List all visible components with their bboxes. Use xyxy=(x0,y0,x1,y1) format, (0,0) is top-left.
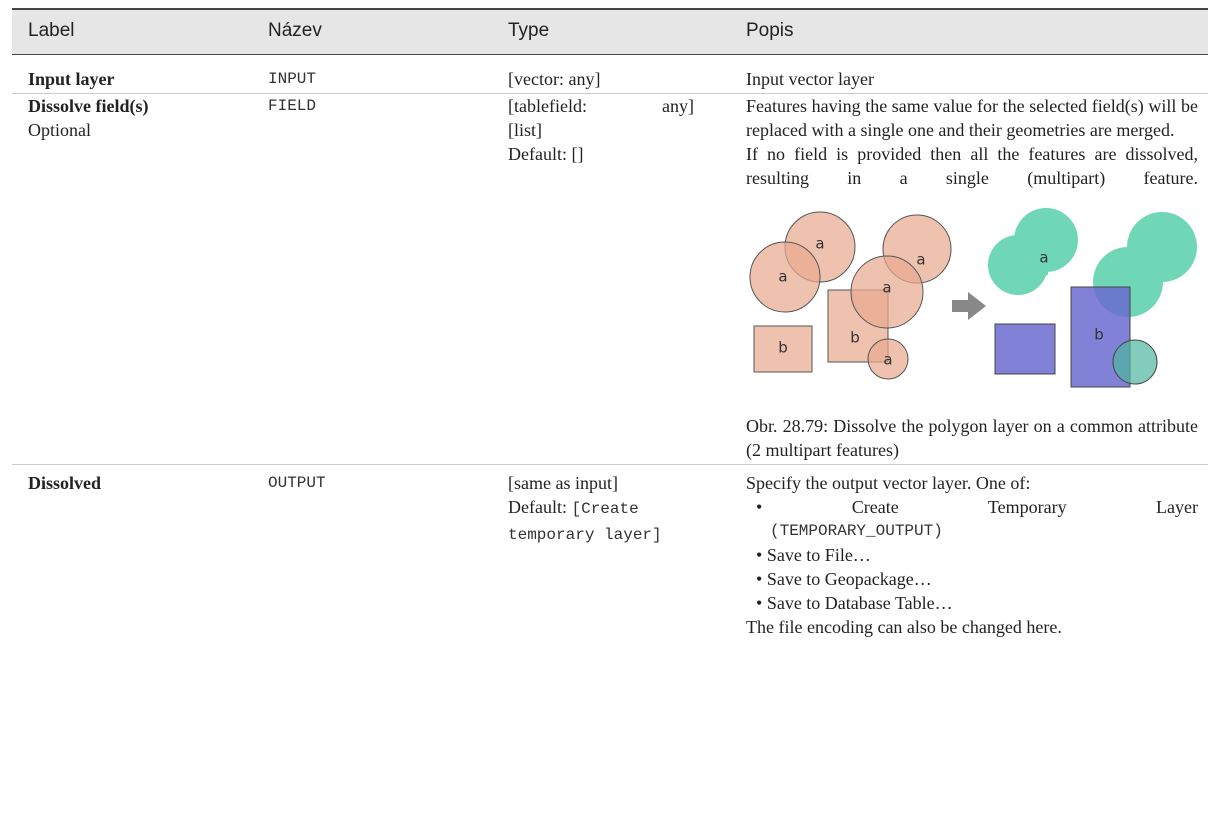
row: Dissolved OUTPUT [same as input] Default… xyxy=(12,465,1208,642)
figure-label: a xyxy=(1039,249,1048,267)
figure-label: a xyxy=(815,235,824,253)
type: [same as input] Default: [Create tempora… xyxy=(492,465,730,642)
header-cell: Popis xyxy=(730,8,1208,55)
label: Dissolve field(s) xyxy=(28,96,149,116)
option-code: (TEMPORARY_OUTPUT) xyxy=(770,522,943,540)
type-line: Default: [] xyxy=(508,144,584,164)
type-line: [list] xyxy=(508,120,542,140)
option: Save to Geopackage… xyxy=(767,567,1198,591)
default-value: [Create temporary layer] xyxy=(508,500,662,544)
type-line: [vector: any] xyxy=(508,69,601,89)
optional: Optional xyxy=(28,120,91,140)
description: Input vector layer xyxy=(730,55,1208,94)
figure-label: b xyxy=(778,339,788,357)
figure-label: a xyxy=(883,351,892,369)
name: INPUT xyxy=(268,70,317,88)
label: Dissolved xyxy=(28,473,102,493)
option: Save to File… xyxy=(767,543,1198,567)
row: Input layer INPUT [vector: any] Input ve… xyxy=(12,55,1208,94)
type-line: [tablefield: any] xyxy=(508,96,694,116)
figure-caption: Obr. 28.79: Dissolve the polygon layer o… xyxy=(746,416,1198,460)
name: FIELD xyxy=(268,97,317,115)
parameter-table: Label Název Type Popis Input layer INPUT… xyxy=(12,8,1208,641)
text: Input vector layer xyxy=(746,69,874,89)
figure-label: a xyxy=(882,279,891,297)
header-cell: Název xyxy=(252,8,492,55)
description: Specify the output vector layer. One of:… xyxy=(730,465,1208,642)
text: If no field is provided then all the fea… xyxy=(746,144,1198,188)
type-line: Default: [Create temporary layer] xyxy=(508,495,714,547)
figure-label: a xyxy=(778,268,787,286)
type-line: [same as input] xyxy=(508,473,618,493)
header-row: Label Název Type Popis xyxy=(12,8,1208,55)
name: OUTPUT xyxy=(268,474,326,492)
figure-label: b xyxy=(1094,326,1104,344)
dissolve-figure: a a a a b b a a b xyxy=(749,208,1197,388)
option: Create Temporary Layer xyxy=(770,495,1198,519)
text: The file encoding can also be changed he… xyxy=(746,617,1062,637)
text: Specify the output vector layer. One of: xyxy=(746,473,1031,493)
figure-label: a xyxy=(916,251,925,269)
label: Input layer xyxy=(28,69,115,89)
label-cell: Dissolve field(s) Optional xyxy=(12,94,252,465)
row: Dissolve field(s) Optional FIELD [tablefi… xyxy=(12,94,1208,465)
figure-label: b xyxy=(850,329,860,347)
header-cell: Type xyxy=(492,8,730,55)
default-label: Default: xyxy=(508,497,572,517)
description: Features having the same value for the s… xyxy=(730,94,1208,465)
option: Save to Database Table… xyxy=(767,591,1198,615)
type: [tablefield: any] [list] Default: [] xyxy=(492,94,730,465)
header-cell: Label xyxy=(12,8,252,55)
text: Features having the same value for the s… xyxy=(746,96,1198,140)
options: Create Temporary Layer (TEMPORARY_OUTPUT… xyxy=(746,495,1198,615)
type: [vector: any] xyxy=(492,55,730,94)
